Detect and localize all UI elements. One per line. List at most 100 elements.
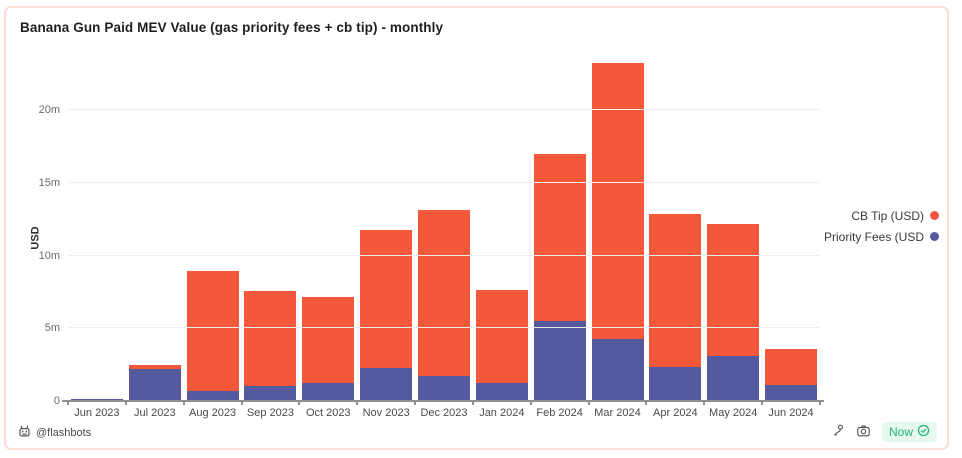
bar-group[interactable] [415, 61, 473, 401]
camera-icon [856, 424, 871, 441]
gridline [68, 254, 820, 256]
axis-tick [761, 402, 764, 405]
x-tick-label: May 2024 [709, 407, 758, 419]
plot-area: 0 5m 10m 15m 20m [39, 61, 820, 407]
bar-stack [533, 154, 586, 401]
bar-segment-cb-tip-usd[interactable] [591, 63, 644, 339]
bar-segment-priority-fees-usd[interactable] [244, 385, 297, 401]
x-tick-label: Mar 2024 [594, 407, 641, 419]
legend-dot [930, 232, 939, 241]
y-tick-label: 5m [44, 322, 60, 335]
bar-segment-priority-fees-usd[interactable] [649, 366, 702, 401]
bar-group[interactable] [242, 61, 300, 401]
bar-group[interactable] [299, 61, 357, 401]
y-tick-label: 20m [38, 104, 60, 117]
chart-title: Banana Gun Paid MEV Value (gas priority … [20, 20, 444, 35]
bar-group[interactable] [473, 61, 531, 401]
axis-tick [298, 402, 301, 405]
x-tick-label: Jul 2023 [133, 407, 176, 419]
legend-label: Priority Fees (USD [823, 229, 924, 244]
legend-item[interactable]: Priority Fees (USD [824, 226, 939, 247]
axis-tick [240, 402, 243, 405]
x-tick-label: Oct 2023 [305, 407, 351, 419]
bar-segment-priority-fees-usd[interactable] [591, 338, 644, 401]
axis-tick [819, 402, 821, 405]
bar-segment-priority-fees-usd[interactable] [128, 369, 181, 401]
bar-group[interactable] [589, 61, 647, 401]
bar-segment-cb-tip-usd[interactable] [475, 289, 528, 383]
legend: CB Tip (USD) Priority Fees (USD [824, 205, 939, 247]
y-tick-label: 0 [53, 395, 60, 407]
gridline [68, 182, 820, 184]
axis-tick [124, 402, 127, 405]
bar-segment-priority-fees-usd[interactable] [765, 385, 818, 401]
footer-actions: Now [831, 422, 937, 442]
bar-segment-priority-fees-usd[interactable] [417, 375, 470, 401]
bar-group[interactable] [126, 61, 184, 401]
axis-tick [703, 402, 706, 405]
y-tick-label: 10m [38, 249, 60, 262]
x-tick-label: Apr 2024 [653, 407, 698, 419]
attribution-text: @flashbots [36, 427, 92, 439]
x-tick-label: Jan 2024 [479, 407, 525, 419]
bar-segment-priority-fees-usd[interactable] [186, 390, 239, 401]
x-tick-label: Jun 2024 [768, 407, 814, 419]
axis-tick [645, 402, 648, 405]
legend-label: CB Tip (USD) [851, 208, 924, 223]
bar-group[interactable] [646, 61, 704, 401]
bar-stack [244, 290, 297, 401]
bar-segment-cb-tip-usd[interactable] [707, 223, 760, 356]
axis-tick [67, 402, 69, 405]
bar-group[interactable] [68, 61, 126, 401]
attribution: @flashbots [18, 425, 91, 441]
bar-group[interactable] [531, 61, 589, 401]
bar-segment-priority-fees-usd[interactable] [302, 382, 355, 401]
refresh-status-badge[interactable]: Now [881, 422, 937, 442]
legend-item[interactable]: CB Tip (USD) [824, 205, 939, 226]
bar-group[interactable] [184, 61, 242, 401]
bar-segment-cb-tip-usd[interactable] [533, 154, 586, 322]
y-axis-title: USD [29, 226, 42, 250]
bar-stack [128, 365, 181, 401]
bar-stack [707, 223, 760, 401]
bar-stack [765, 349, 818, 401]
bar-segment-priority-fees-usd[interactable] [475, 382, 528, 401]
x-tick-label: Feb 2024 [536, 407, 583, 419]
bar-segment-priority-fees-usd[interactable] [707, 355, 760, 401]
x-axis-line [62, 400, 824, 402]
fork-icon [831, 423, 845, 441]
camera-button[interactable] [856, 424, 871, 441]
axis-tick [587, 402, 590, 405]
bar-stack [591, 63, 644, 401]
bar-segment-cb-tip-usd[interactable] [765, 349, 818, 386]
bar-segment-cb-tip-usd[interactable] [302, 297, 355, 383]
bar-group[interactable] [357, 61, 415, 401]
legend-dot [930, 211, 939, 220]
axis-tick [414, 402, 417, 405]
bar-segment-cb-tip-usd[interactable] [360, 229, 413, 368]
chart-card: Banana Gun Paid MEV Value (gas priority … [4, 6, 949, 450]
bar-segment-cb-tip-usd[interactable] [244, 290, 297, 386]
bar-segment-cb-tip-usd[interactable] [417, 209, 470, 376]
bar-segment-cb-tip-usd[interactable] [128, 365, 181, 370]
x-tick-label: Nov 2023 [362, 407, 410, 419]
refresh-status-label: Now [888, 425, 913, 439]
robot-icon [18, 425, 31, 441]
bar-segment-priority-fees-usd[interactable] [533, 321, 586, 401]
fork-button[interactable] [831, 423, 845, 441]
check-circle-icon [917, 424, 930, 440]
bar-group[interactable] [704, 61, 762, 401]
axis-tick [182, 402, 185, 405]
x-tick-label: Dec 2023 [420, 407, 468, 419]
bar-segment-cb-tip-usd[interactable] [186, 270, 239, 391]
bar-stack [649, 214, 702, 401]
bar-segment-cb-tip-usd[interactable] [649, 214, 702, 367]
bar-segment-priority-fees-usd[interactable] [360, 367, 413, 401]
bar-stack [186, 270, 239, 401]
gridline [68, 327, 820, 329]
bar-group[interactable] [762, 61, 820, 401]
x-tick-label: Sep 2023 [246, 407, 294, 419]
gridline [68, 109, 820, 111]
axis-tick [471, 402, 474, 405]
x-axis-labels: Jun 2023 Jul 2023 Aug 2023 Sep 2023 Oct 2023… [68, 407, 820, 419]
